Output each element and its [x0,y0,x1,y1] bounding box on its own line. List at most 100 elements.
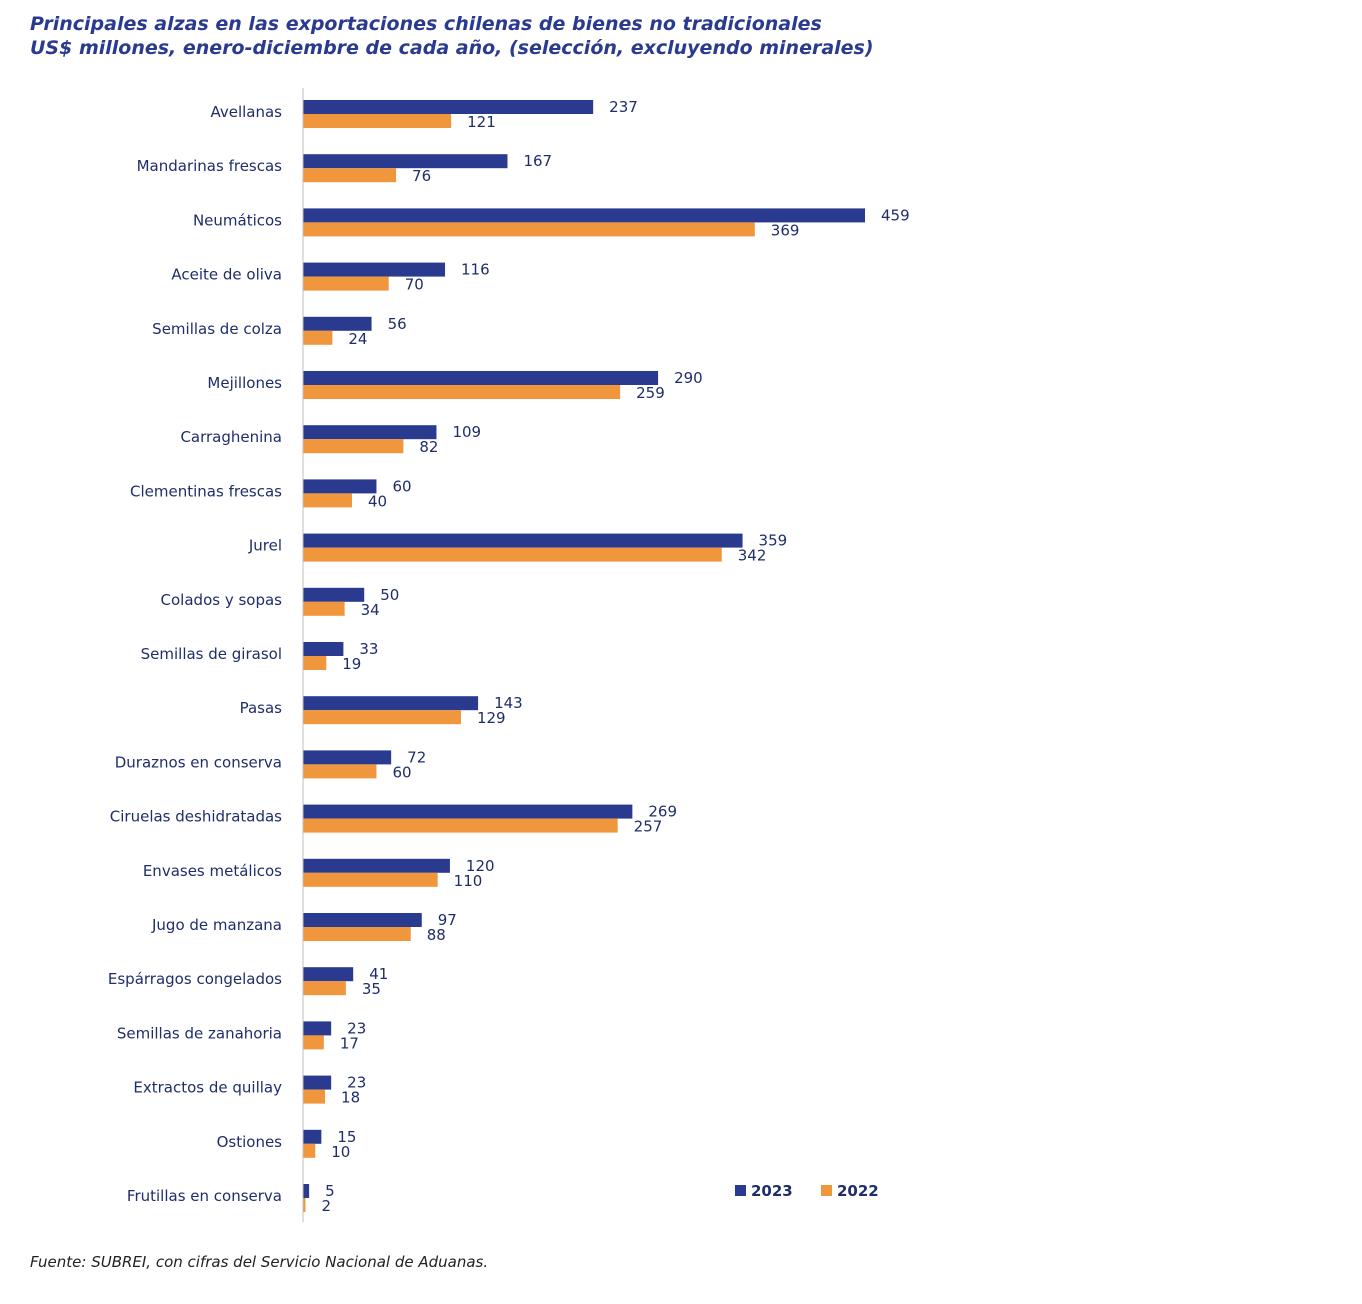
bar-2022 [303,493,352,508]
data-label-2023: 41 [369,965,388,983]
data-label-2022: 121 [467,113,496,131]
data-label-2022: 10 [331,1143,350,1161]
bar-2023 [303,262,446,277]
data-label-2023: 143 [494,694,523,712]
category-label: Mejillones [207,374,282,392]
bar-2023 [303,533,743,548]
category-label: Envases metálicos [143,862,282,880]
data-label-2023: 23 [347,1074,366,1092]
data-label-2022: 24 [348,330,367,348]
category-label: Avellanas [210,103,282,121]
bar-2022 [303,114,452,128]
bar-2023 [303,1184,310,1198]
data-label-2022: 110 [454,872,483,890]
bar-2022 [303,168,397,183]
data-label-2023: 23 [347,1019,366,1037]
bar-2023 [303,587,365,602]
bar-2023 [303,1075,332,1090]
bar-2022 [303,927,411,941]
bar-2023 [303,100,594,114]
bar-2022 [303,872,438,887]
bar-2022 [303,276,389,291]
legend-label-2023: 2023 [751,1182,793,1200]
bar-2022 [303,1035,324,1050]
data-label-2023: 33 [359,640,378,658]
data-label-2023: 269 [648,803,677,821]
bar-2023 [303,696,479,711]
chart-title-line2: US$ millones, enero-diciembre de cada añ… [30,37,874,59]
bar-2023 [303,371,659,385]
data-label-2022: 19 [342,655,361,673]
category-label: Aceite de oliva [171,266,282,284]
bar-2022 [303,818,618,833]
data-label-2022: 257 [634,818,663,836]
bar-2022 [303,981,346,996]
bar-2022 [303,1198,306,1212]
category-label: Neumáticos [193,211,282,229]
data-label-2023: 120 [466,857,495,875]
data-label-2022: 342 [738,547,767,565]
source-note: Fuente: SUBREI, con cifras del Servicio … [30,1253,489,1271]
legend-swatch-2023 [735,1185,746,1196]
bar-2022 [303,439,404,454]
category-label: Duraznos en conserva [115,753,282,771]
data-label-2023: 237 [609,98,638,116]
data-label-2022: 35 [362,980,381,998]
data-label-2023: 116 [461,261,490,279]
data-label-2023: 72 [407,748,426,766]
data-label-2022: 259 [636,384,665,402]
data-label-2022: 17 [340,1034,359,1052]
bar-2023 [303,642,344,656]
category-label: Semillas de girasol [141,645,282,663]
data-label-2022: 70 [405,276,424,294]
data-label-2023: 5 [325,1182,335,1200]
bar-chart: Avellanas 237 121 Mandarinas frescas 167 76 Ne… [108,88,910,1222]
data-label-2022: 40 [368,492,387,510]
data-label-2023: 56 [388,315,407,333]
data-label-2023: 15 [337,1128,356,1146]
bar-2022 [303,330,333,345]
category-label: Semillas de colza [152,320,282,338]
data-label-2022: 60 [392,763,411,781]
data-label-2022: 2 [321,1197,331,1215]
bar-2022 [303,1143,316,1158]
category-label: Clementinas frescas [130,482,282,500]
bar-2023 [303,750,392,765]
data-label-2022: 34 [361,601,380,619]
data-label-2022: 88 [427,926,446,944]
data-label-2023: 97 [438,911,457,929]
data-label-2023: 459 [881,206,910,224]
category-label: Jugo de manzana [151,916,282,934]
legend-label-2022: 2022 [837,1182,879,1200]
bar-2022 [303,547,722,562]
bar-2022 [303,601,345,616]
bar-2023 [303,208,865,223]
bar-2022 [303,710,461,725]
bar-2023 [303,967,354,982]
bar-2022 [303,764,377,779]
bar-2023 [303,154,508,169]
category-label: Ostiones [217,1133,283,1151]
data-label-2023: 60 [392,477,411,495]
data-label-2023: 359 [759,532,788,550]
bar-2023 [303,804,633,819]
category-label: Semillas de zanahoria [117,1024,282,1042]
chart-title-line1: Principales alzas en las exportaciones c… [30,13,822,35]
data-label-2023: 167 [523,152,552,170]
data-label-2022: 129 [477,709,506,727]
category-label: Mandarinas frescas [137,157,283,175]
data-label-2022: 18 [341,1089,360,1107]
chart-title: Principales alzas en las exportaciones c… [30,12,874,60]
bar-2022 [303,385,621,399]
data-label-2022: 369 [771,221,800,239]
bar-2022 [303,1089,326,1104]
bar-2023 [303,1021,332,1036]
category-label: Frutillas en conserva [127,1187,282,1205]
category-label: Espárragos congelados [108,970,282,988]
legend-swatch-2022 [821,1185,832,1196]
bar-2023 [303,425,437,440]
data-label-2023: 290 [674,369,703,387]
category-label: Extractos de quillay [133,1079,282,1097]
bar-2023 [303,1129,322,1144]
data-label-2023: 109 [452,423,481,441]
